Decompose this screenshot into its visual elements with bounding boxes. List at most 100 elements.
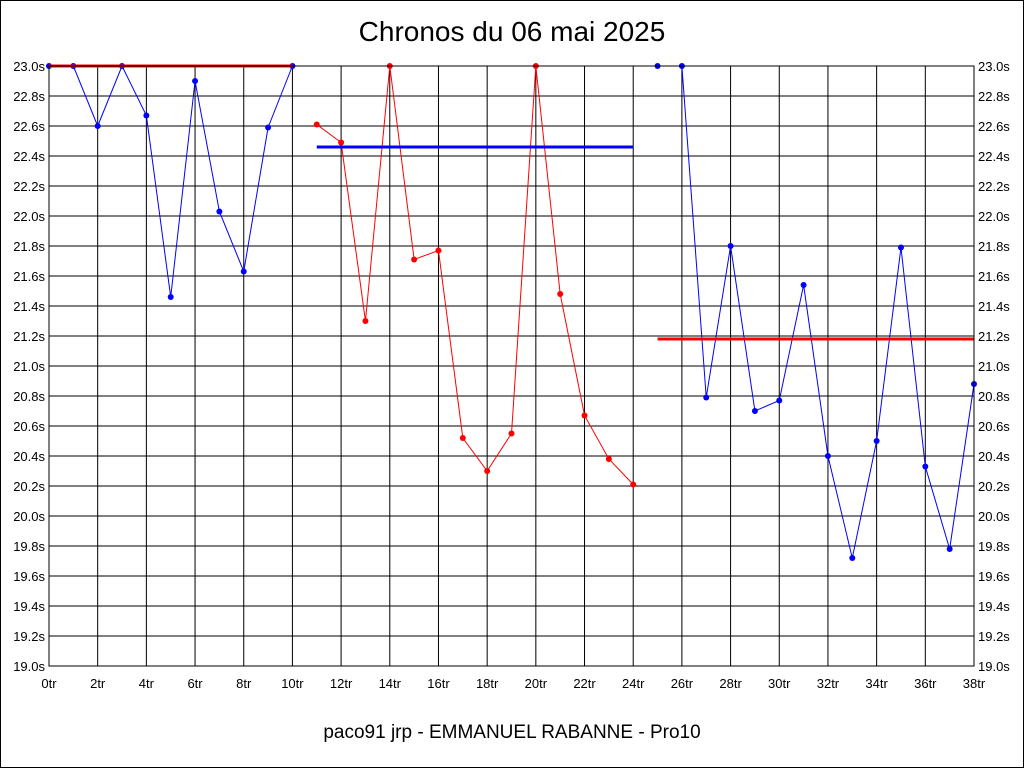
y-tick-label-left: 22.6s [13, 119, 45, 134]
data-point [849, 555, 856, 561]
y-tick-label-left: 19.4s [13, 599, 45, 614]
series-1 [46, 63, 296, 300]
data-point [776, 397, 783, 404]
y-tick-label-right: 20.6s [978, 419, 1010, 434]
y-tick-label-left: 21.4s [13, 299, 45, 314]
y-tick-label-right: 22.6s [978, 119, 1010, 134]
x-tick-label: 26tr [671, 676, 694, 691]
data-point [557, 291, 564, 297]
data-point [240, 268, 247, 275]
y-tick-label-right: 21.8s [978, 239, 1010, 254]
y-tick-label-left: 21.2s [13, 329, 45, 344]
x-tick-label: 34tr [865, 676, 888, 691]
data-point [192, 78, 199, 84]
data-point [897, 244, 904, 251]
y-tick-label-left: 21.6s [13, 269, 45, 284]
reference-lines [49, 64, 974, 341]
x-tick-label: 10tr [281, 676, 304, 691]
y-tick-label-left: 20.0s [13, 509, 45, 524]
y-tick-label-left: 21.0s [13, 359, 45, 374]
y-tick-label-right: 19.0s [978, 659, 1010, 674]
x-tick-label: 22tr [573, 676, 596, 691]
data-point [800, 282, 807, 288]
data-point [605, 456, 612, 462]
y-tick-label-right: 20.4s [978, 449, 1010, 464]
x-tick-label: 12tr [330, 676, 353, 691]
data-point [411, 256, 418, 263]
x-tick-label: 20tr [525, 676, 548, 691]
data-point [922, 463, 929, 470]
y-tick-label-right: 19.4s [978, 599, 1010, 614]
y-tick-label-right: 21.0s [978, 359, 1010, 374]
x-tick-label: 36tr [914, 676, 937, 691]
y-tick-label-left: 22.4s [13, 149, 45, 164]
chart-footer: paco91 jrp - EMMANUEL RABANNE - Pro10 [323, 722, 701, 743]
y-tick-label-left: 19.0s [13, 659, 45, 674]
data-point [581, 412, 588, 419]
y-tick-label-left: 20.4s [13, 449, 45, 464]
series-line [49, 64, 293, 298]
data-point [824, 453, 831, 459]
y-tick-label-right: 19.2s [978, 629, 1010, 644]
y-tick-label-right: 21.6s [978, 269, 1010, 284]
data-point [265, 124, 272, 131]
y-tick-label-left: 21.8s [13, 239, 45, 254]
y-tick-label-right: 20.8s [978, 389, 1010, 404]
data-point [946, 546, 953, 552]
y-tick-label-right: 22.4s [978, 149, 1010, 164]
data-point [216, 208, 223, 215]
chart-title: Chronos du 06 mai 2025 [358, 16, 666, 47]
x-tick-label: 0tr [41, 676, 57, 691]
y-tick-label-left: 20.8s [13, 389, 45, 404]
y-tick-label-left: 19.6s [13, 569, 45, 584]
y-tick-label-left: 19.8s [13, 539, 45, 554]
x-tick-label: 8tr [236, 676, 252, 691]
x-tick-label: 4tr [139, 676, 155, 691]
y-tick-label-left: 20.2s [13, 479, 45, 494]
series-2 [313, 63, 637, 488]
data-point [338, 139, 345, 146]
data-point [143, 112, 150, 119]
y-tick-label-left: 23.0s [13, 59, 45, 74]
x-tick-label: 6tr [187, 676, 203, 691]
y-tick-label-right: 20.0s [978, 509, 1010, 524]
y-tick-label-left: 22.2s [13, 179, 45, 194]
y-tick-label-right: 23.0s [978, 59, 1010, 74]
x-tick-label: 28tr [719, 676, 742, 691]
data-point [484, 468, 491, 474]
data-point [459, 435, 466, 441]
data-point [703, 394, 710, 401]
y-tick-label-right: 22.2s [978, 179, 1010, 194]
x-tick-label: 38tr [963, 676, 986, 691]
data-point [94, 123, 101, 129]
x-tick-label: 14tr [379, 676, 402, 691]
series-line [657, 65, 975, 559]
data-point [873, 438, 880, 444]
y-tick-label-left: 22.0s [13, 209, 45, 224]
y-tick-label-left: 22.8s [13, 89, 45, 104]
x-tick-label: 30tr [768, 676, 791, 691]
y-tick-label-left: 20.6s [13, 419, 45, 434]
x-tick-label: 16tr [427, 676, 450, 691]
data-point [167, 294, 174, 300]
data-point [313, 121, 320, 128]
plot-border [48, 65, 975, 667]
y-tick-label-right: 21.4s [978, 299, 1010, 314]
y-tick-label-left: 19.2s [13, 629, 45, 644]
grid-lines [48, 65, 975, 667]
y-tick-label-right: 19.6s [978, 569, 1010, 584]
data-point [630, 481, 637, 488]
x-tick-label: 32tr [817, 676, 840, 691]
x-tick-label: 2tr [90, 676, 106, 691]
data-point [435, 247, 442, 254]
y-tick-label-right: 19.8s [978, 539, 1010, 554]
x-tick-label: 18tr [476, 676, 499, 691]
y-tick-label-right: 21.2s [978, 329, 1010, 344]
data-point [362, 318, 369, 324]
tick-labels: 0tr 2tr 4tr 6tr 8tr 10tr 12tr 14tr 16tr 18tr 20tr 2… [13, 59, 1010, 691]
data-point [727, 243, 734, 249]
x-tick-label: 24tr [622, 676, 645, 691]
data-point [751, 408, 758, 414]
